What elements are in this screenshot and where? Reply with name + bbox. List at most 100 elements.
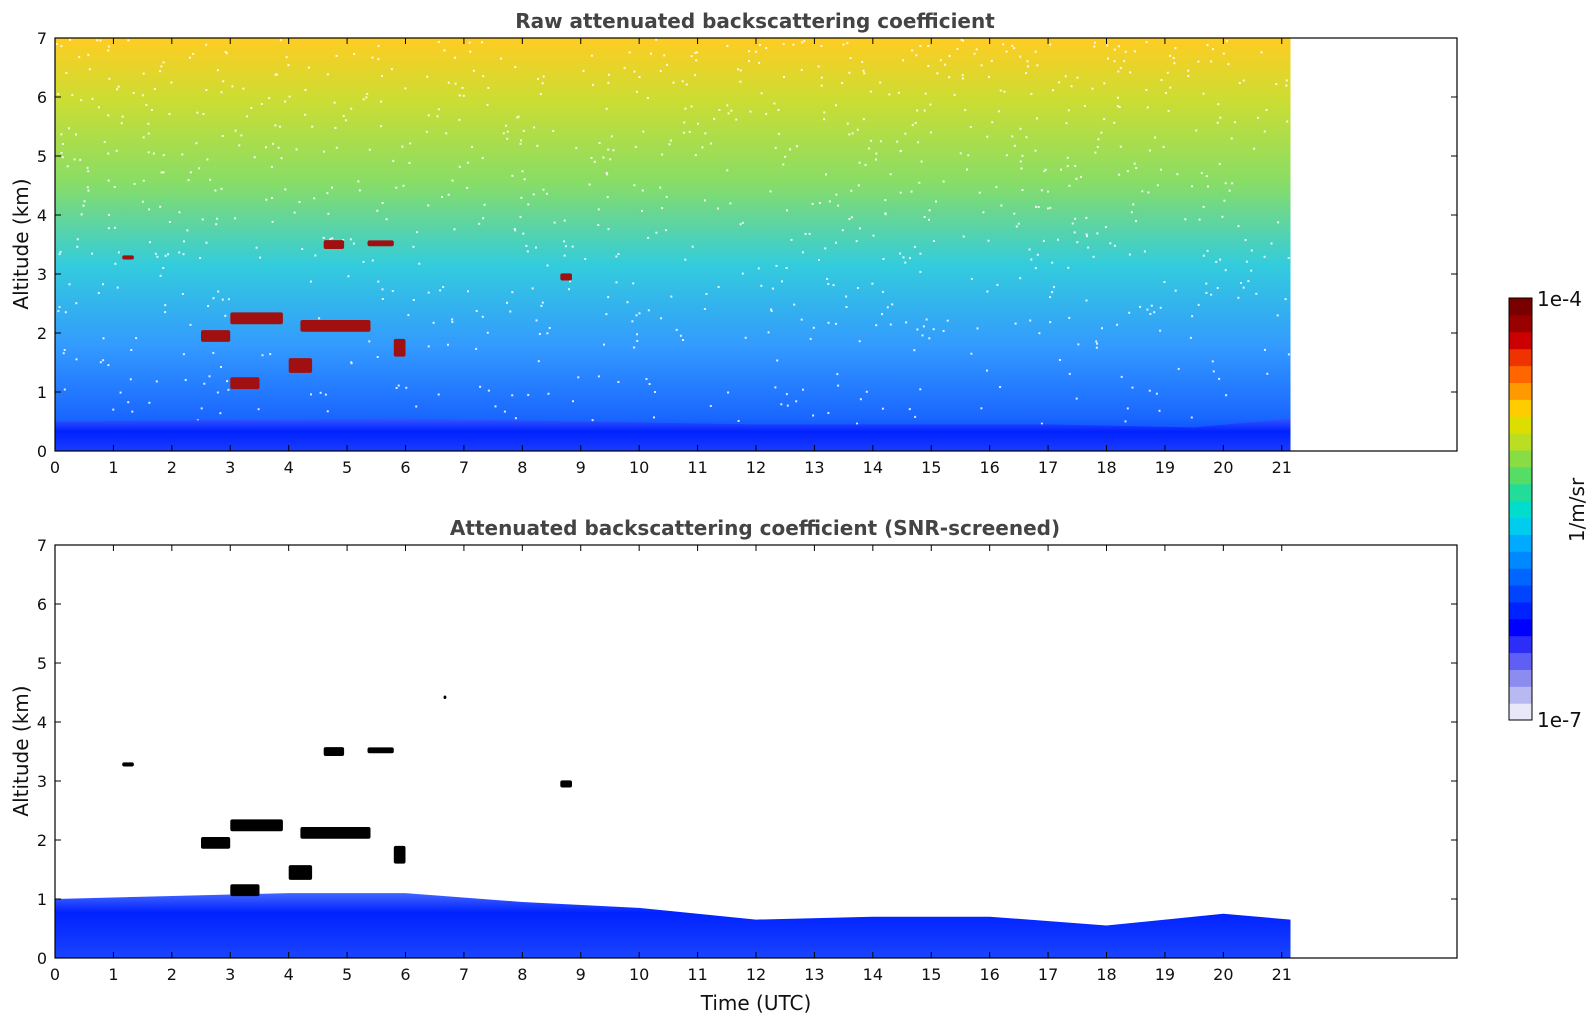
noise-speck [694,51,697,54]
noise-speck [224,314,227,317]
cloud-layer [443,695,447,699]
noise-speck [776,359,779,362]
noise-speck [113,186,116,188]
noise-speck [1133,162,1136,165]
noise-speck [535,319,538,322]
noise-speck [183,240,185,243]
noise-speck [650,52,652,55]
noise-speck [533,126,536,129]
noise-speck [271,220,274,223]
noise-speck [189,323,192,326]
boundary-layer-fill [55,893,1291,958]
noise-speck [107,114,110,117]
noise-speck [1216,121,1219,124]
noise-speck [222,80,225,83]
noise-speck [395,186,398,189]
noise-speck [1221,215,1224,218]
noise-speck [1095,346,1098,349]
noise-speck [76,238,79,241]
noise-speck [1148,389,1151,392]
noise-speck [227,388,230,391]
colorbar-swatch [1509,433,1532,451]
noise-speck [371,56,374,59]
noise-speck [607,228,610,231]
y-axis-label: Altitude (km) [9,178,33,309]
noise-speck [1119,145,1122,148]
noise-speck [536,144,539,147]
noise-speck [481,157,484,160]
noise-speck [65,71,68,74]
noise-speck [202,113,205,115]
noise-speck [412,245,415,248]
noise-speck [835,322,837,325]
noise-speck [801,251,804,254]
noise-speck [1230,137,1233,140]
noise-speck [542,188,545,191]
x-tick-label: 20 [1213,965,1233,984]
noise-speck [1139,305,1142,308]
noise-speck [726,104,729,107]
noise-speck [603,343,605,346]
x-tick-label: 16 [979,965,999,984]
noise-speck [408,162,411,164]
noise-speck [409,142,412,145]
noise-speck [856,128,859,131]
noise-speck [284,100,287,103]
cloud-layer [122,762,134,767]
noise-speck [875,158,877,161]
colorbar-swatch [1509,466,1532,485]
noise-speck [164,311,167,314]
noise-speck [1190,416,1193,419]
noise-speck [862,69,865,72]
noise-speck [897,91,900,94]
noise-speck [782,43,785,46]
noise-speck [666,63,669,66]
noise-speck [1104,226,1107,229]
noise-speck [1285,79,1288,82]
noise-speck [520,139,522,142]
cloud-layer [201,837,231,849]
noise-speck [133,182,136,185]
cloud-layers [122,695,572,897]
noise-speck [150,109,153,111]
noise-speck [670,295,673,298]
noise-speck [835,241,837,244]
noise-speck [875,152,878,155]
noise-speck [205,89,208,91]
noise-speck [215,223,218,226]
noise-speck [199,257,202,259]
noise-speck [703,199,706,202]
noise-speck [846,42,849,45]
noise-speck [466,186,469,189]
noise-speck [1085,216,1088,219]
noise-speck [575,147,578,149]
noise-speck [748,60,750,63]
noise-speck [482,217,485,220]
noise-speck [1135,220,1137,223]
noise-speck [786,404,789,407]
noise-speck [659,186,662,189]
noise-speck [1215,260,1218,263]
noise-speck [1101,327,1103,330]
cloud-layers [122,240,572,390]
noise-speck [672,81,675,84]
noise-speck [1107,57,1109,60]
noise-speck [590,156,593,159]
y-tick-label: 1 [37,383,47,402]
noise-speck [605,107,608,110]
noise-speck [1013,144,1016,147]
noise-speck [1030,92,1033,95]
noise-speck [850,189,853,192]
noise-speck [597,375,600,378]
noise-speck [769,190,772,193]
noise-speck [1222,52,1225,55]
y-tick-label: 4 [37,206,47,225]
x-tick-label: 17 [1038,965,1058,984]
cloud-layer [323,240,345,249]
noise-speck [837,204,840,207]
noise-speck [1080,175,1082,178]
panel-title: Attenuated backscattering coefficient (S… [450,516,1060,540]
x-tick-label: 7 [459,965,469,984]
noise-speck [1066,165,1069,168]
noise-speck [238,144,241,147]
